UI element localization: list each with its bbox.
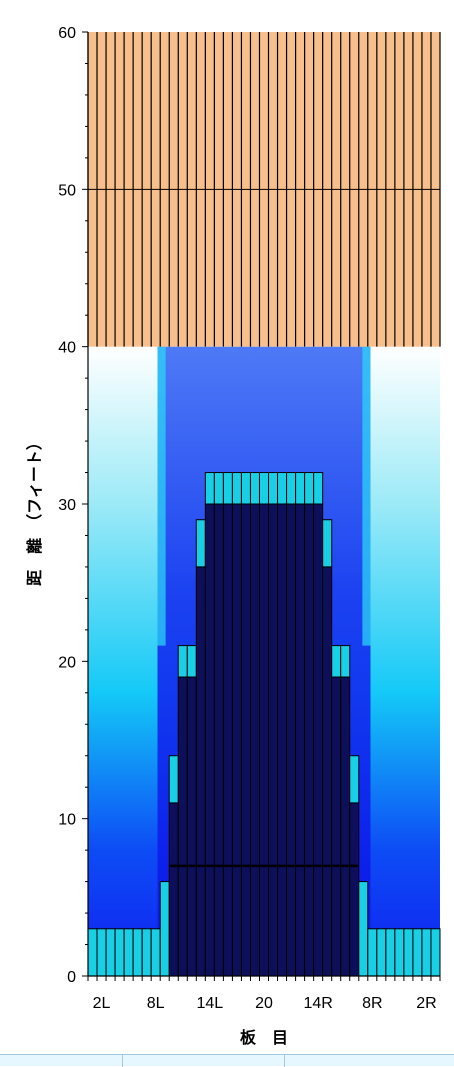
- board-bar: [123, 928, 134, 977]
- strip-divider: [284, 1055, 285, 1067]
- bar-cap: [177, 645, 188, 678]
- bar-cap: [331, 645, 342, 678]
- board-bar: [87, 928, 98, 977]
- board-bar: [403, 928, 414, 977]
- board-bar: [367, 928, 378, 977]
- bar-cap: [168, 755, 179, 804]
- board-bar: [177, 676, 188, 977]
- board-bar: [385, 928, 396, 977]
- board-bar: [340, 676, 351, 977]
- bar-cap: [222, 472, 233, 505]
- board-bar: [231, 503, 242, 977]
- x-axis-title: 板 目: [240, 1028, 288, 1047]
- board-bar: [195, 566, 206, 977]
- y-tick-label: 20: [58, 654, 76, 671]
- board-bar: [132, 928, 143, 977]
- y-axis-title: 距 離 （フィート）: [25, 434, 44, 586]
- board-bar: [430, 928, 441, 977]
- bottom-table-strip: [0, 1054, 454, 1067]
- bar-cap: [213, 472, 224, 505]
- board-bar: [304, 503, 315, 977]
- bar-cap: [240, 472, 251, 505]
- bar-cap: [277, 472, 288, 505]
- y-tick-label: 60: [58, 25, 76, 42]
- board-bar: [186, 676, 197, 977]
- bar-cap: [231, 472, 242, 505]
- bar-cap: [340, 645, 351, 678]
- bar-cap: [304, 472, 315, 505]
- y-tick-label: 0: [67, 969, 76, 986]
- bar-cap: [186, 645, 197, 678]
- board-bar: [412, 928, 423, 977]
- bar-cap: [295, 472, 306, 505]
- board-bar: [277, 503, 288, 977]
- board-bar: [376, 928, 387, 977]
- x-tick-label: 2R: [416, 995, 436, 1012]
- board-bar: [213, 503, 224, 977]
- right-cyan-strip: [362, 346, 371, 646]
- board-bar: [295, 503, 306, 977]
- board-bar: [421, 928, 432, 977]
- x-tick-label: 20: [255, 995, 273, 1012]
- x-tick-label: 2L: [93, 995, 111, 1012]
- x-tick-label: 14R: [303, 995, 332, 1012]
- board-bar: [168, 802, 179, 977]
- y-tick-label: 30: [58, 497, 76, 514]
- board-bar: [240, 503, 251, 977]
- board-bar: [114, 928, 125, 977]
- bar-cap: [313, 472, 324, 505]
- board-bar: [258, 503, 270, 977]
- x-tick-label: 8R: [362, 995, 382, 1012]
- board-bar: [141, 928, 152, 977]
- x-tick-label: 14L: [196, 995, 223, 1012]
- board-bar: [322, 566, 333, 977]
- bar-cap: [322, 519, 333, 568]
- board-bar: [268, 503, 279, 977]
- bar-cap: [268, 472, 279, 505]
- board-bar: [313, 503, 324, 977]
- x-tick-label: 8L: [147, 995, 165, 1012]
- bar-cap: [195, 519, 206, 568]
- x-axis-ticks: 2L 8L 14L 20 14R 8R 2R: [87, 976, 441, 1012]
- board-bar: [105, 928, 116, 977]
- board-bar: [358, 881, 369, 977]
- bar-cap: [286, 472, 297, 505]
- board-bar: [286, 503, 297, 977]
- board-bar: [204, 503, 215, 977]
- bar-cap: [258, 472, 270, 505]
- bar-cap: [249, 472, 260, 505]
- bar-cap: [204, 472, 215, 505]
- board-bar: [249, 503, 260, 977]
- strip-divider: [122, 1055, 123, 1067]
- y-tick-label: 40: [58, 340, 76, 357]
- board-bar: [394, 928, 405, 977]
- left-cyan-strip: [157, 346, 166, 646]
- board-bar: [222, 503, 233, 977]
- board-bar: [349, 802, 360, 977]
- bar-cap: [349, 755, 360, 804]
- board-bar: [96, 928, 107, 977]
- board-bar: [150, 928, 161, 977]
- board-bar: [159, 881, 170, 977]
- board-bar: [331, 676, 342, 977]
- y-tick-label: 50: [58, 182, 76, 199]
- y-tick-label: 10: [58, 812, 76, 829]
- y-axis-ticks: 0 10 20 30 40 50 60: [58, 25, 88, 986]
